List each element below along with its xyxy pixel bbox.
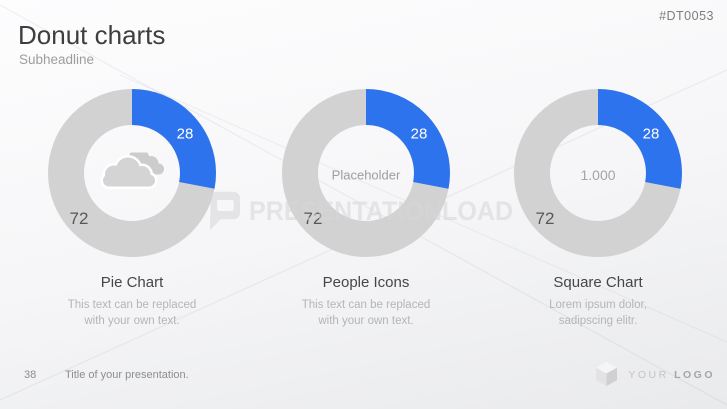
donut-svg	[282, 89, 450, 257]
page-subtitle: Subheadline	[19, 52, 95, 67]
logo-word-your: YOUR	[628, 368, 669, 381]
chart-description: Lorem ipsum dolor, sadipscing elitr.	[498, 297, 698, 329]
donut-svg	[514, 89, 682, 257]
donut-segment-blue	[282, 89, 450, 257]
segment-remainder-label: 72	[535, 209, 555, 228]
donut-segment-blue	[514, 89, 682, 257]
chart-description-line2: with your own text.	[318, 315, 414, 328]
center-placeholder-text: Placeholder	[331, 167, 401, 183]
segment-value-label: 28	[176, 125, 194, 143]
segment-value-label: 28	[642, 125, 660, 143]
donut-chart-2: 28 72 Placeholder	[281, 88, 451, 258]
center-value-text: 1.000	[580, 167, 616, 183]
donut-segment-blue	[48, 89, 216, 257]
chart-description: This text can be replaced with your own …	[32, 297, 232, 329]
chart-description-line2: with your own text.	[84, 315, 180, 328]
segment-remainder-label: 72	[303, 209, 323, 228]
cube-logo-icon	[596, 362, 618, 386]
chart-title: People Icons	[322, 274, 410, 291]
donut-chart-1: 28 72	[47, 88, 217, 258]
chart-description-line2: sadipscing elitr.	[558, 315, 638, 328]
footer-page-number: 38	[24, 369, 37, 381]
footer-presentation-title: Title of your presentation.	[65, 369, 189, 381]
donut-svg	[48, 89, 216, 257]
chart-description-line1: Lorem ipsum dolor,	[549, 299, 647, 311]
donut-chart-3: 28 72 1.000	[513, 88, 683, 258]
chart-column-people-icons: 28 72 Placeholder People Icons This text…	[266, 88, 466, 329]
chart-column-pie-chart: 28 72	[32, 88, 232, 329]
chart-title: Square Chart	[553, 274, 643, 291]
chart-description-line1: This text can be replaced	[67, 299, 197, 311]
chart-column-square-chart: 28 72 1.000 Square Chart Lorem ipsum dol…	[498, 88, 698, 329]
your-logo: YOUR LOGO	[595, 362, 715, 387]
segment-remainder-label: 72	[69, 209, 89, 228]
page-title: Donut charts	[18, 20, 166, 50]
chart-description-line1: This text can be replaced	[301, 299, 431, 311]
cloud-icon	[97, 148, 167, 198]
template-code: #DT0053	[659, 9, 714, 23]
logo-word-logo: LOGO	[674, 368, 715, 381]
segment-value-label: 28	[410, 125, 428, 143]
logo-text: YOUR LOGO	[628, 369, 715, 381]
chart-description: This text can be replaced with your own …	[266, 297, 466, 329]
chart-title: Pie Chart	[100, 274, 164, 291]
